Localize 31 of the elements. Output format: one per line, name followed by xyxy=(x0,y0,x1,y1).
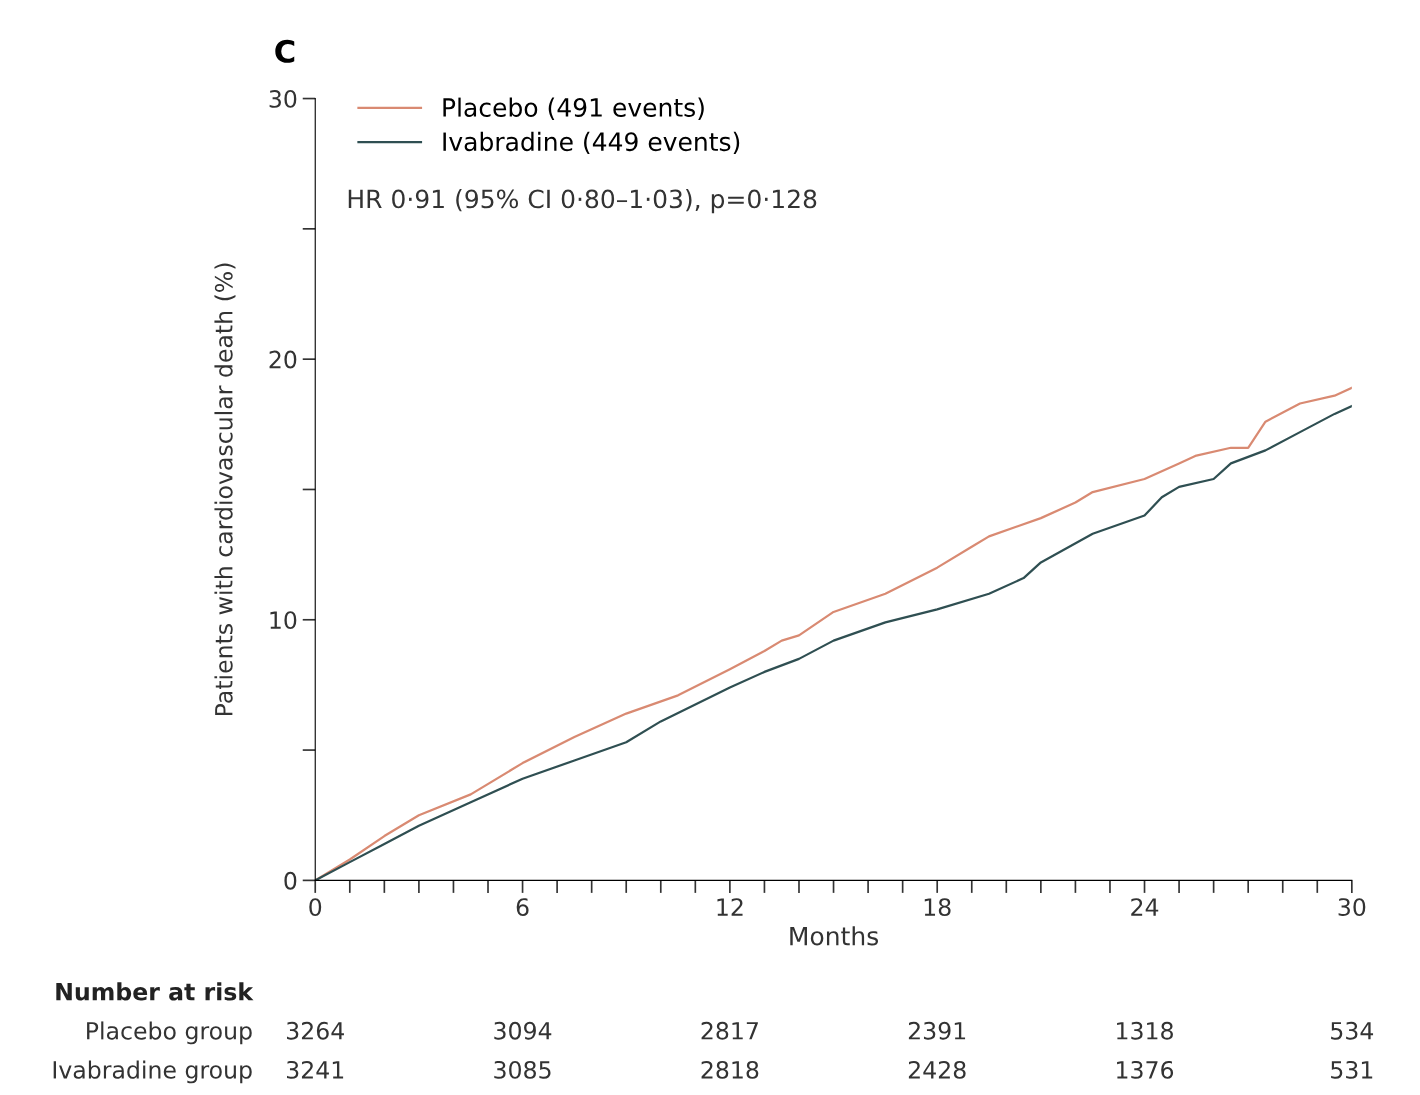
text: 2818 xyxy=(701,1060,759,1079)
y-axis-title: Patients with cardiovascular death (%) xyxy=(214,263,236,716)
x-tick-label: 18 xyxy=(924,898,951,917)
x-tick-label: 6 xyxy=(516,898,529,917)
x-tick-label: 30 xyxy=(1338,898,1366,917)
text: 3241 xyxy=(287,1060,344,1079)
y-tick-label: 0 xyxy=(284,871,297,890)
text: 1318 xyxy=(1117,1021,1173,1040)
x-axis-title: Months xyxy=(790,926,879,946)
text: 2428 xyxy=(908,1060,966,1079)
text: 2817 xyxy=(701,1021,758,1040)
text: Placebo group xyxy=(87,1021,252,1045)
x-tick-label: 0 xyxy=(309,898,322,917)
text: 3264 xyxy=(287,1021,344,1040)
text: 2391 xyxy=(908,1021,966,1040)
y-tick-label: 30 xyxy=(269,90,297,108)
annotation: HR 0·91 (95% CI 0·80–1·03), p=0·128 xyxy=(348,189,817,214)
text: 3085 xyxy=(494,1060,551,1079)
text: 3094 xyxy=(494,1021,552,1040)
text: 534 xyxy=(1331,1021,1374,1040)
text: Ivabradine group xyxy=(53,1060,252,1084)
y-tick-label: 10 xyxy=(270,611,297,630)
text: 1376 xyxy=(1117,1060,1174,1079)
text: 531 xyxy=(1331,1060,1373,1079)
x-tick-label: 12 xyxy=(717,898,743,916)
chart-title: C xyxy=(275,39,295,63)
legend-label: Placebo (491 events) xyxy=(443,97,704,120)
text: Number at risk xyxy=(56,982,254,1001)
legend-label: Ivabradine (449 events) xyxy=(443,131,740,155)
x-tick-label: 24 xyxy=(1131,898,1159,916)
y-tick-label: 20 xyxy=(269,350,297,369)
